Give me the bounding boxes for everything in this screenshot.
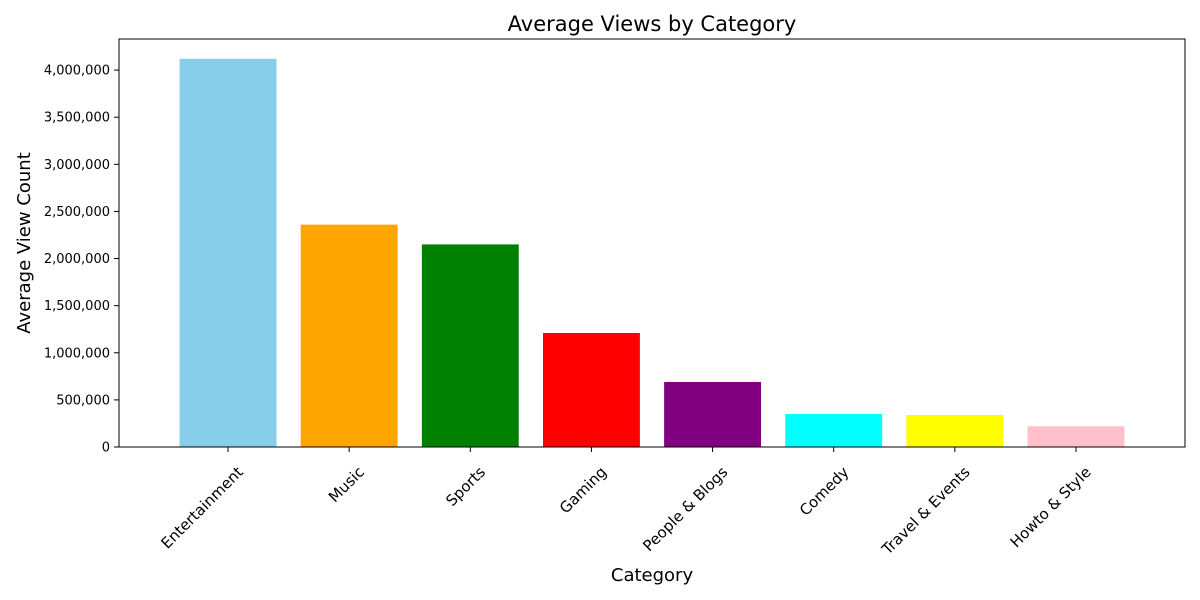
plot-frame: [118, 38, 1186, 448]
bar-people-blogs: [664, 381, 762, 447]
bar-entertainment: [179, 58, 277, 447]
y-tick-label: 500,000: [56, 393, 110, 408]
bar-gaming: [542, 332, 640, 447]
y-tick-label: 2,500,000: [44, 205, 110, 220]
y-axis-title: Average View Count: [14, 152, 35, 334]
bar-comedy: [785, 414, 883, 447]
y-axis: 0 500,000 1,000,000 1,500,000 2,000,000 2,500…: [44, 64, 119, 456]
bar-sports: [421, 244, 519, 447]
y-tick-label: 3,000,000: [44, 158, 110, 173]
bars-group: [179, 58, 1125, 447]
y-tick-label: 1,000,000: [44, 346, 110, 361]
bar-travel-events: [906, 414, 1004, 447]
x-axis-title: Category: [611, 565, 694, 586]
y-tick-label: 1,500,000: [44, 299, 110, 314]
y-tick-label: 0: [102, 441, 110, 456]
y-tick-label: 4,000,000: [44, 64, 110, 79]
bar-music: [300, 224, 398, 447]
bar-howto-style: [1027, 426, 1125, 447]
y-tick-label: 2,000,000: [44, 252, 110, 267]
y-tick-label: 3,500,000: [44, 111, 110, 126]
chart-title: Average Views by Category: [508, 12, 797, 36]
